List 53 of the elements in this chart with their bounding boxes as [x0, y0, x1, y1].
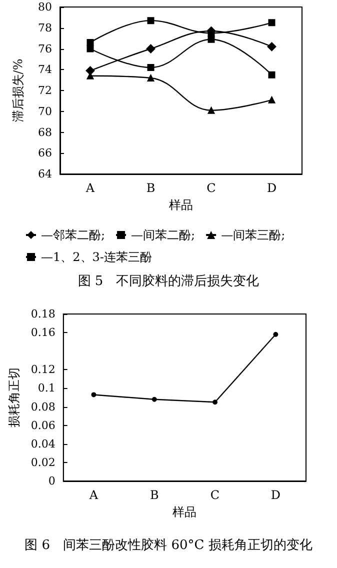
y-tick-label: 74	[38, 63, 52, 76]
y-tick-label: 66	[38, 146, 52, 160]
legend-label: —间苯二酚;	[131, 228, 196, 242]
y-tick-label: 0.02	[30, 456, 56, 469]
x-tick-label: D	[266, 181, 277, 195]
y-tick-label: 76	[38, 42, 52, 56]
y-tick-label: 0.08	[30, 400, 56, 414]
point	[268, 96, 276, 104]
x-tick-label: C	[206, 181, 216, 195]
x-axis-title: 样品	[172, 504, 197, 519]
point	[268, 71, 276, 78]
x-tick-label: B	[150, 488, 159, 502]
point	[152, 396, 157, 402]
x-tick-label: C	[210, 488, 220, 502]
y-tick-label: 78	[38, 21, 52, 34]
text: 图 6 间苯三酚改性胶料 60°C 损耗角正切的变化	[24, 538, 312, 553]
y-tick-label: 64	[38, 168, 52, 180]
point	[91, 392, 96, 398]
y-tick-label: 72	[38, 84, 52, 97]
point	[147, 17, 154, 24]
y-tick-label: 0.12	[30, 363, 56, 376]
point	[212, 400, 218, 405]
y-tick-label: 0.1	[38, 382, 56, 395]
point	[86, 45, 94, 52]
point	[86, 66, 95, 76]
legend-label: —邻苯二酚;	[41, 228, 106, 242]
y-axis-title: 滞后损失/%	[11, 58, 25, 122]
point	[268, 19, 276, 26]
point	[208, 106, 215, 114]
point	[273, 332, 278, 337]
x-tick-label: D	[270, 488, 280, 502]
point	[208, 36, 215, 43]
y-tick-label: 68	[38, 126, 52, 139]
x-tick-label: B	[146, 181, 156, 195]
point	[146, 44, 156, 54]
point	[147, 74, 154, 82]
y-tick-label: 0.18	[30, 308, 56, 320]
y-tick-label: 0	[48, 474, 56, 488]
x-tick-label: A	[84, 181, 95, 195]
legend-label: —1、2、3-连苯三酚	[41, 250, 152, 264]
x-axis-title: 样品	[169, 198, 193, 212]
point	[267, 42, 276, 52]
y-tick-label: 0.04	[30, 437, 56, 450]
point	[147, 64, 154, 72]
y-tick-label: 0.06	[30, 418, 56, 432]
point	[86, 38, 94, 46]
y-tick-label: 0.16	[30, 326, 56, 340]
text: 图 5 不同胶料的滞后损失变化	[78, 274, 260, 289]
x-tick-label: A	[88, 488, 98, 502]
y-tick-label: 70	[38, 104, 52, 118]
y-tick-label: 80	[38, 0, 52, 14]
y-axis-title: 损耗角正切	[7, 368, 21, 428]
legend-label: —间苯三酚;	[221, 228, 286, 242]
